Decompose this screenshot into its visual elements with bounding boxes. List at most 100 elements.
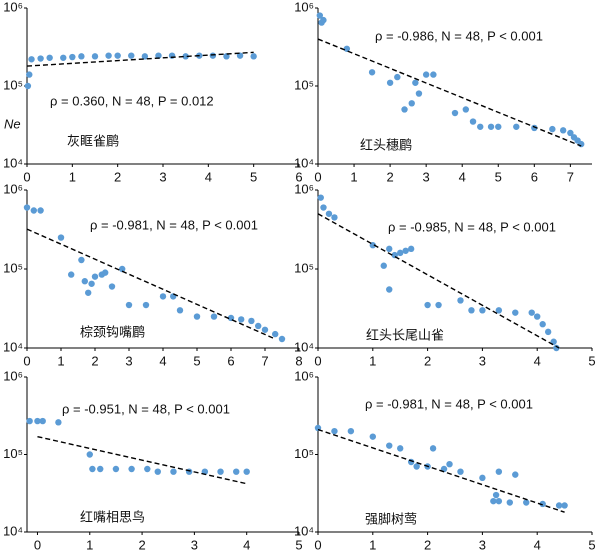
point <box>424 301 431 309</box>
point <box>278 335 286 343</box>
point <box>236 52 244 59</box>
point <box>28 56 35 63</box>
x-tick-label: 3 <box>423 169 430 184</box>
point <box>154 468 161 475</box>
point <box>69 53 76 61</box>
point <box>209 52 217 59</box>
y-tick-label: 10⁶ <box>294 181 314 196</box>
y-tick-label: 10⁴ <box>3 523 23 538</box>
point <box>88 280 95 287</box>
point <box>37 55 44 62</box>
point <box>495 497 503 505</box>
point <box>112 465 120 473</box>
species-label: 灰眶雀鹛 <box>67 133 119 148</box>
x-tick-label: 4 <box>243 537 250 552</box>
point <box>119 265 126 273</box>
point <box>272 330 279 338</box>
point <box>261 326 269 333</box>
point <box>369 433 376 440</box>
point <box>457 297 464 304</box>
point <box>30 207 37 214</box>
point <box>490 497 497 505</box>
x-tick-label: 3 <box>191 537 198 552</box>
point <box>68 271 75 278</box>
x-tick-label: 7 <box>567 169 574 184</box>
x-tick-label: 0 <box>314 537 321 552</box>
stat-annotation: ρ = -0.981, N = 48, P < 0.001 <box>365 396 533 411</box>
point <box>412 79 419 86</box>
stat-annotation: ρ = 0.360, N = 48, P = 0.012 <box>50 93 214 108</box>
point <box>495 307 503 314</box>
point <box>78 53 85 60</box>
species-label: 红头长尾山雀 <box>366 327 444 342</box>
x-tick-label: 0 <box>314 169 321 184</box>
point <box>217 468 224 475</box>
point <box>397 249 404 257</box>
point <box>128 52 135 59</box>
point <box>144 465 151 473</box>
stat-annotation: ρ = -0.951, N = 48, P < 0.001 <box>62 401 230 416</box>
x-tick-label: 1 <box>69 169 76 184</box>
x-tick-label: 5 <box>495 169 502 184</box>
point <box>523 499 530 506</box>
point <box>26 417 33 425</box>
point <box>408 100 415 107</box>
point <box>495 123 502 130</box>
point <box>86 451 93 458</box>
x-tick-label: 0 <box>23 169 30 184</box>
point <box>55 419 62 426</box>
point <box>85 289 92 296</box>
point <box>125 301 133 309</box>
point <box>250 53 257 60</box>
point <box>561 502 568 509</box>
point <box>105 52 112 59</box>
point <box>97 465 104 473</box>
x-tick-label: 4 <box>534 537 541 552</box>
point <box>549 125 556 133</box>
y-axis-label: Ne <box>4 116 21 131</box>
x-tick-label: 5 <box>588 537 595 552</box>
point <box>539 500 546 508</box>
point <box>368 69 376 76</box>
x-tick-label: 3 <box>125 353 132 368</box>
point <box>513 123 520 130</box>
point <box>492 491 500 499</box>
point <box>539 321 546 328</box>
x-tick-label: 4 <box>534 353 541 368</box>
point <box>457 468 464 475</box>
point <box>23 204 31 211</box>
y-tick-label: 10⁵ <box>294 77 314 92</box>
point <box>394 73 401 81</box>
point <box>462 106 470 113</box>
point <box>128 465 135 473</box>
y-tick-label: 10⁴ <box>3 155 23 170</box>
x-tick-label: 8 <box>295 353 302 368</box>
trend-line <box>317 38 582 147</box>
point <box>331 214 338 221</box>
point <box>159 293 167 300</box>
point <box>559 127 567 134</box>
point <box>397 445 404 452</box>
trend-line <box>26 228 276 340</box>
point <box>553 344 560 352</box>
point <box>182 53 189 60</box>
point <box>170 468 177 475</box>
point <box>451 109 459 117</box>
point <box>544 328 552 336</box>
x-tick-label: 4 <box>159 353 166 368</box>
point <box>233 468 240 475</box>
species-label: 红头穗鹛 <box>360 137 412 152</box>
point <box>386 286 393 293</box>
point <box>469 118 477 125</box>
point <box>435 301 442 309</box>
y-tick-label: 10⁴ <box>294 339 314 354</box>
x-tick-label: 2 <box>138 537 145 552</box>
point <box>495 468 503 475</box>
species-label: 棕颈钩嘴鹛 <box>80 324 145 339</box>
x-tick-label: 1 <box>57 353 64 368</box>
point <box>320 204 327 211</box>
point <box>91 273 99 280</box>
y-tick-label: 10⁵ <box>294 260 314 275</box>
point <box>430 71 437 78</box>
point <box>577 140 585 148</box>
